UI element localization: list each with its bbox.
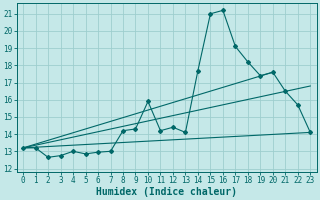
- X-axis label: Humidex (Indice chaleur): Humidex (Indice chaleur): [96, 186, 237, 197]
